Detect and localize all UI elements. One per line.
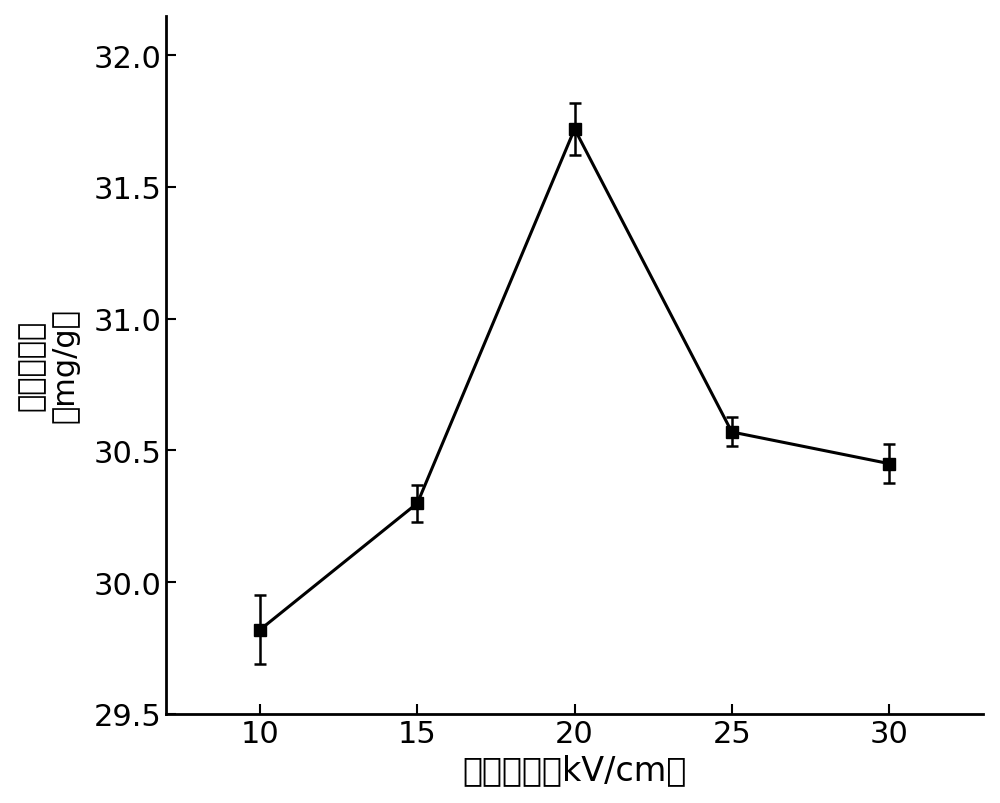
X-axis label: 电场强度（kV/cm）: 电场强度（kV/cm） [462, 753, 687, 786]
Y-axis label: 花色苷含量
（mg/g）: 花色苷含量 （mg/g） [17, 308, 79, 422]
